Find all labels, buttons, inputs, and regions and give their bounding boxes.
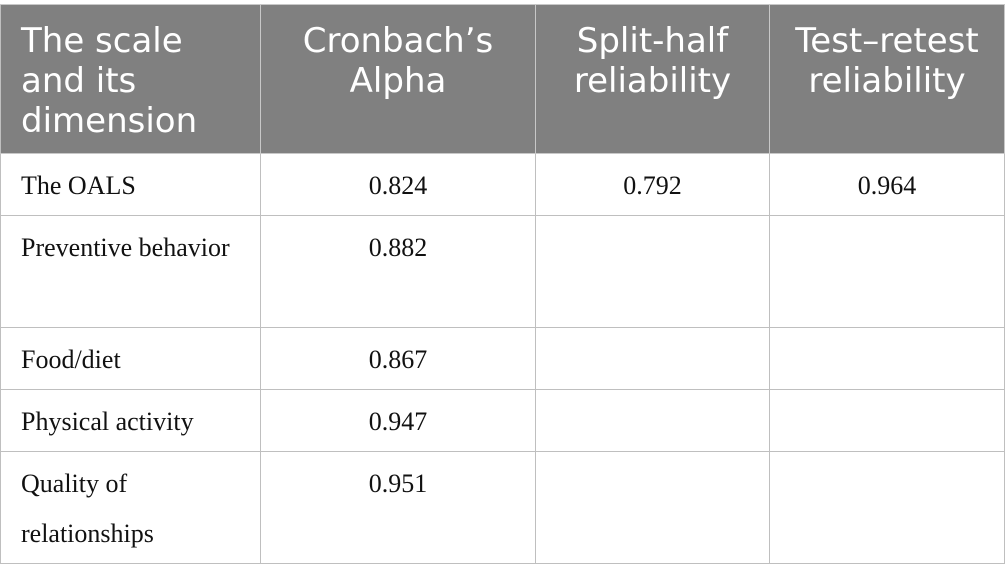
cell-alpha: 0.947: [260, 389, 536, 452]
cell-dimension: The OALS: [0, 153, 261, 216]
cell-alpha: 0.882: [260, 215, 536, 328]
cell-split-half: [535, 389, 770, 452]
cell-test-retest: [769, 215, 1005, 328]
table-row: Preventive behavior 0.882: [0, 215, 1005, 328]
table-row: Food/diet 0.867: [0, 327, 1005, 390]
cell-dimension: Preventive behavior: [0, 215, 261, 328]
table-row: Physical activity 0.947: [0, 389, 1005, 452]
header-row: The scale and its dimension Cronbach’s A…: [0, 4, 1005, 154]
table-row: Quality of relationships 0.951: [0, 451, 1005, 564]
cell-split-half: [535, 451, 770, 564]
table-row: The OALS 0.824 0.792 0.964: [0, 153, 1005, 216]
cell-test-retest: [769, 451, 1005, 564]
header-test-retest: Test–retest reliability: [769, 4, 1005, 154]
reliability-table: The scale and its dimension Cronbach’s A…: [0, 4, 1005, 564]
cell-dimension: Food/diet: [0, 327, 261, 390]
cell-test-retest: [769, 389, 1005, 452]
cell-dimension: Physical activity: [0, 389, 261, 452]
table-body: The OALS 0.824 0.792 0.964 Preventive be…: [0, 153, 1005, 564]
header-split-half: Split-half reliability: [535, 4, 770, 154]
cell-split-half: [535, 215, 770, 328]
cell-dimension: Quality of relationships: [0, 451, 261, 564]
reliability-table-container: The scale and its dimension Cronbach’s A…: [0, 4, 1005, 564]
header-cronbach-alpha: Cronbach’s Alpha: [260, 4, 536, 154]
cell-split-half: 0.792: [535, 153, 770, 216]
cell-alpha: 0.867: [260, 327, 536, 390]
cell-test-retest: [769, 327, 1005, 390]
cell-test-retest: 0.964: [769, 153, 1005, 216]
cell-split-half: [535, 327, 770, 390]
cell-alpha: 0.951: [260, 451, 536, 564]
table-header: The scale and its dimension Cronbach’s A…: [0, 4, 1005, 154]
header-scale-dimension: The scale and its dimension: [0, 4, 261, 154]
cell-alpha: 0.824: [260, 153, 536, 216]
